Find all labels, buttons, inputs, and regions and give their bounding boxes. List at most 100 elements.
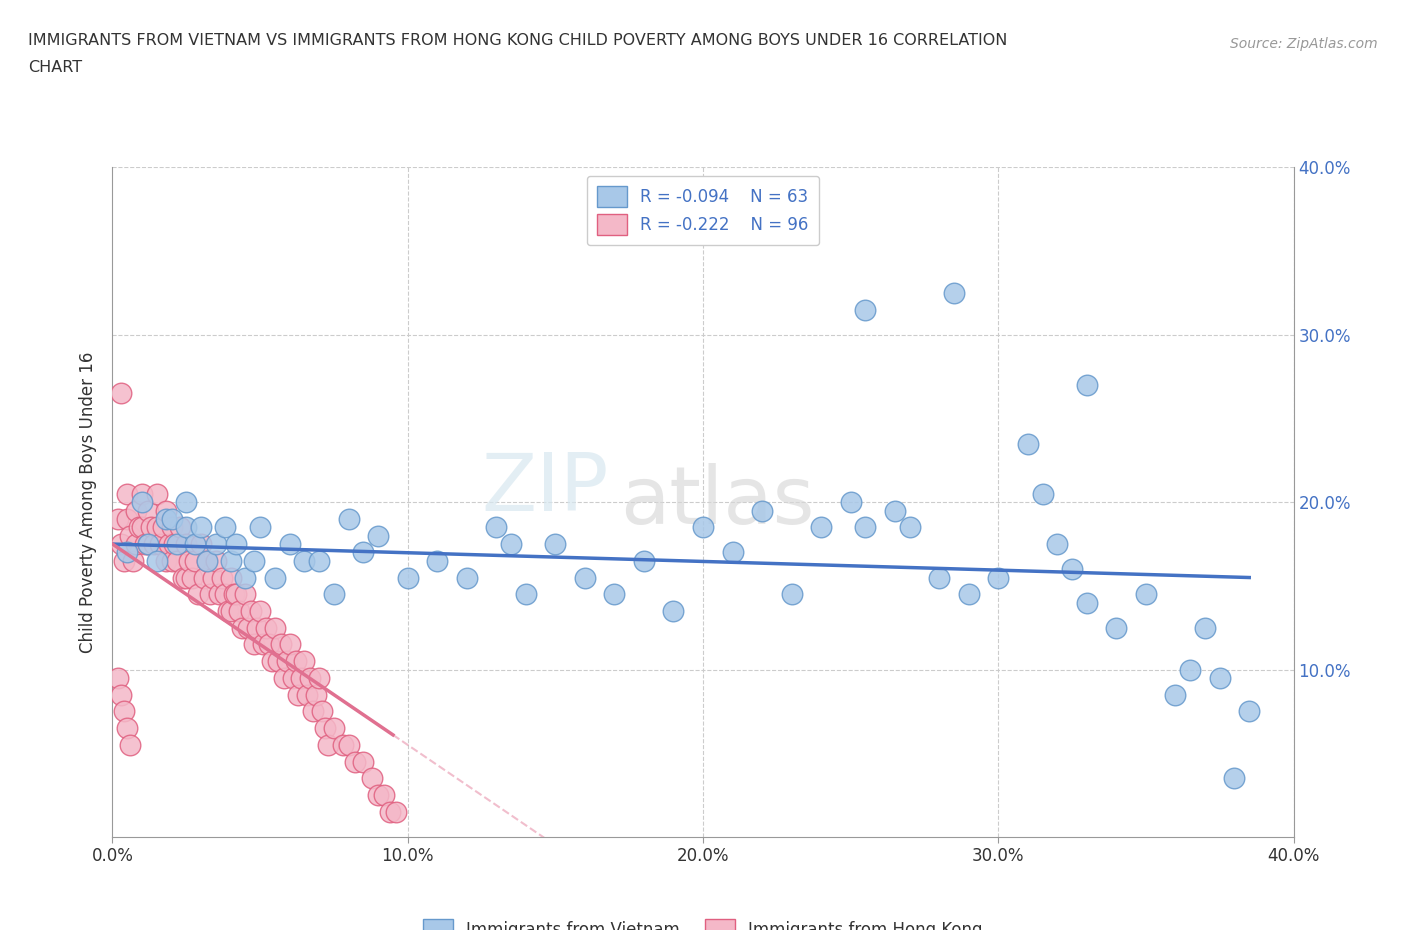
Point	[311, 704, 333, 719]
Point	[163, 537, 186, 551]
Point	[352, 754, 374, 769]
Point	[240, 604, 263, 618]
Point	[751, 503, 773, 518]
Point	[249, 604, 271, 618]
Point	[169, 520, 191, 535]
Point	[352, 545, 374, 560]
Point	[142, 537, 165, 551]
Point	[281, 671, 304, 685]
Point	[302, 704, 325, 719]
Point	[264, 570, 287, 585]
Point	[214, 520, 236, 535]
Text: IMMIGRANTS FROM VIETNAM VS IMMIGRANTS FROM HONG KONG CHILD POVERTY AMONG BOYS UN: IMMIGRANTS FROM VIETNAM VS IMMIGRANTS FR…	[28, 33, 1008, 47]
Point	[222, 587, 245, 602]
Point	[270, 637, 292, 652]
Point	[155, 553, 177, 568]
Point	[179, 553, 201, 568]
Point	[257, 637, 280, 652]
Point	[1164, 687, 1187, 702]
Point	[190, 537, 212, 551]
Point	[136, 503, 159, 518]
Text: Source: ZipAtlas.com: Source: ZipAtlas.com	[1230, 37, 1378, 51]
Point	[211, 570, 233, 585]
Point	[233, 570, 256, 585]
Point	[501, 537, 523, 551]
Point	[1032, 486, 1054, 501]
Text: ZIP: ZIP	[481, 450, 609, 528]
Point	[780, 587, 803, 602]
Point	[155, 503, 177, 518]
Point	[1239, 704, 1261, 719]
Point	[187, 587, 209, 602]
Text: atlas: atlas	[620, 463, 814, 541]
Point	[219, 570, 242, 585]
Point	[314, 721, 336, 736]
Point	[131, 520, 153, 535]
Point	[290, 671, 312, 685]
Point	[172, 570, 194, 585]
Point	[367, 788, 389, 803]
Point	[149, 537, 172, 551]
Point	[884, 503, 907, 518]
Point	[128, 520, 150, 535]
Point	[110, 687, 132, 702]
Point	[249, 520, 271, 535]
Point	[276, 654, 298, 669]
Point	[184, 553, 207, 568]
Point	[1076, 595, 1098, 610]
Point	[233, 587, 256, 602]
Point	[201, 570, 224, 585]
Point	[515, 587, 537, 602]
Point	[117, 545, 138, 560]
Point	[1135, 587, 1157, 602]
Point	[181, 570, 204, 585]
Point	[217, 604, 239, 618]
Point	[1062, 562, 1084, 577]
Point	[337, 737, 360, 752]
Point	[136, 537, 159, 551]
Point	[942, 286, 965, 300]
Point	[238, 620, 260, 635]
Point	[603, 587, 626, 602]
Point	[122, 553, 145, 568]
Point	[267, 654, 290, 669]
Point	[112, 553, 135, 568]
Point	[323, 721, 346, 736]
Point	[292, 654, 315, 669]
Point	[131, 486, 153, 501]
Point	[252, 637, 274, 652]
Point	[278, 637, 301, 652]
Point	[361, 771, 384, 786]
Point	[231, 620, 253, 635]
Point	[155, 512, 177, 526]
Point	[117, 486, 138, 501]
Point	[855, 520, 877, 535]
Point	[225, 537, 247, 551]
Point	[125, 537, 148, 551]
Point	[174, 495, 197, 510]
Point	[214, 587, 236, 602]
Point	[957, 587, 980, 602]
Point	[1194, 620, 1216, 635]
Point	[136, 537, 159, 551]
Y-axis label: Child Poverty Among Boys Under 16: Child Poverty Among Boys Under 16	[79, 352, 97, 653]
Point	[278, 537, 301, 551]
Point	[146, 486, 169, 501]
Point	[544, 537, 567, 551]
Point	[107, 671, 129, 685]
Point	[1178, 662, 1201, 677]
Point	[160, 512, 183, 526]
Legend: Immigrants from Vietnam, Immigrants from Hong Kong: Immigrants from Vietnam, Immigrants from…	[416, 912, 990, 930]
Point	[195, 553, 218, 568]
Point	[246, 620, 269, 635]
Point	[117, 721, 138, 736]
Point	[125, 503, 148, 518]
Point	[174, 520, 197, 535]
Point	[692, 520, 714, 535]
Point	[139, 520, 162, 535]
Point	[146, 553, 169, 568]
Point	[297, 687, 319, 702]
Point	[160, 553, 183, 568]
Point	[343, 754, 366, 769]
Point	[112, 704, 135, 719]
